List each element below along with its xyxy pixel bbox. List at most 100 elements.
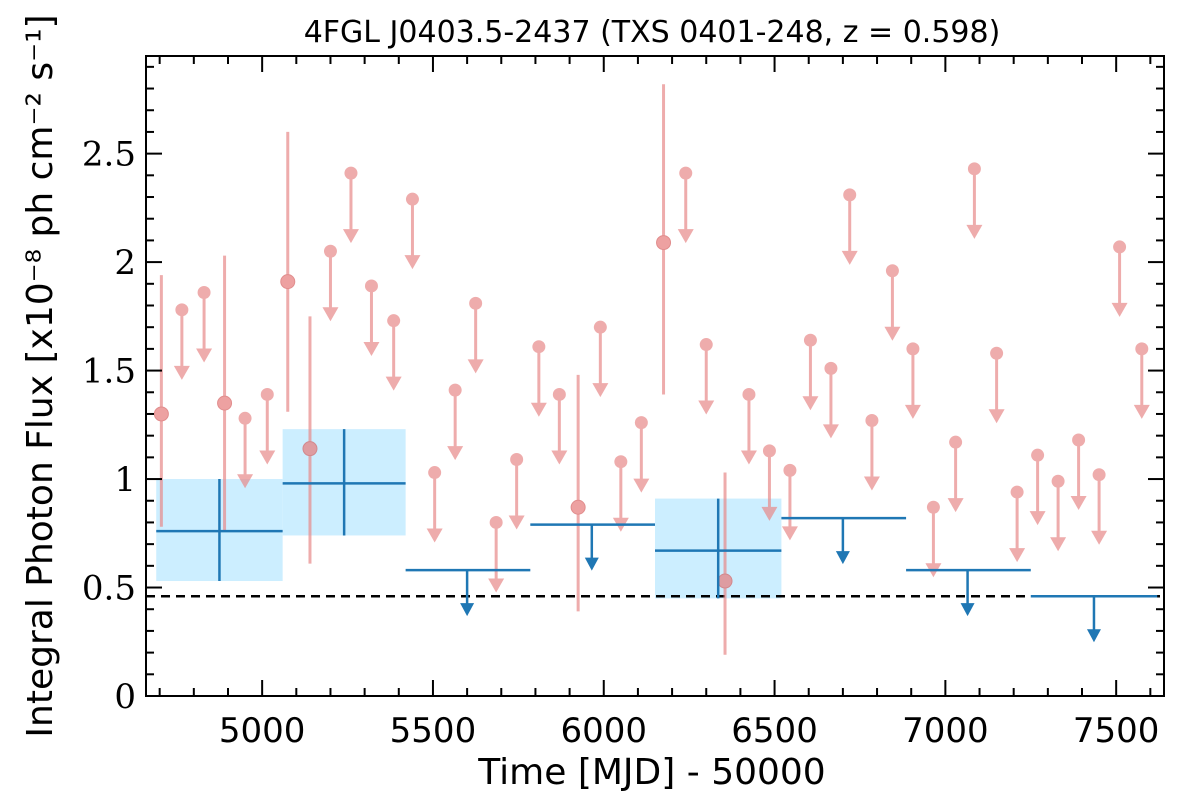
short-bin-detections: [153, 84, 733, 655]
short-detection-0: [153, 275, 169, 527]
upper-limit-marker: [762, 444, 776, 458]
x-tick-label: 5500: [390, 711, 477, 751]
upper-limit-marker: [926, 500, 940, 514]
upper-limit-arrowhead: [259, 450, 276, 465]
upper-limit-arrowhead: [196, 348, 213, 363]
detection-marker: [153, 406, 169, 422]
upper-limit-marker: [803, 333, 817, 347]
plot-area: [146, 84, 1164, 655]
short-upper-limit-16: [592, 320, 609, 398]
upper-limit-marker: [1072, 433, 1086, 447]
long-upper-limit-arrowhead: [960, 603, 975, 617]
y-tick-label: 0.5: [82, 569, 136, 609]
upper-limit-arrowhead: [966, 224, 983, 239]
x-tick-label: 7000: [902, 711, 989, 751]
upper-limit-arrowhead: [761, 506, 778, 521]
short-upper-limit-31: [947, 435, 964, 513]
long-upper-limit-arrowhead: [1086, 629, 1101, 643]
upper-limit-marker: [699, 338, 713, 352]
short-upper-limit-11: [467, 296, 484, 374]
short-upper-limit-19: [677, 166, 694, 244]
upper-limit-arrowhead: [740, 450, 757, 465]
upper-limit-marker: [634, 416, 648, 430]
upper-limit-marker: [448, 383, 462, 397]
upper-limit-arrowhead: [633, 478, 650, 493]
short-upper-limit-17: [612, 455, 629, 532]
upper-limit-arrowhead: [802, 396, 819, 411]
short-upper-limit-14: [530, 340, 547, 417]
upper-limit-marker: [175, 303, 189, 317]
upper-limit-marker: [906, 342, 920, 356]
short-upper-limit-2: [237, 411, 254, 489]
short-upper-limit-0: [173, 303, 190, 380]
y-tick-label: 0: [114, 677, 136, 717]
upper-limit-marker: [742, 387, 756, 401]
upper-limit-marker: [387, 314, 401, 328]
short-detection-1: [217, 255, 233, 532]
upper-limit-marker: [783, 463, 797, 477]
upper-limit-arrowhead: [530, 402, 547, 417]
x-tick-label: 6500: [731, 711, 818, 751]
y-tick-label: 1.5: [82, 352, 136, 392]
short-upper-limit-21: [740, 387, 757, 465]
short-upper-limit-1: [196, 285, 213, 363]
detection-marker: [280, 274, 296, 290]
short-upper-limit-33: [988, 346, 1005, 424]
upper-limit-marker: [364, 279, 378, 293]
upper-limit-marker: [865, 413, 879, 427]
x-tick-label: 7500: [1073, 711, 1160, 751]
upper-limit-arrowhead: [947, 498, 964, 513]
detection-marker: [717, 573, 733, 589]
upper-limit-arrowhead: [781, 526, 798, 541]
upper-limit-arrowhead: [508, 515, 525, 530]
short-upper-limit-40: [1133, 342, 1150, 419]
long-upper-limit-arrowhead: [584, 557, 599, 571]
upper-limit-marker: [843, 188, 857, 202]
short-upper-limit-28: [884, 264, 901, 341]
short-upper-limit-38: [1091, 468, 1108, 545]
upper-limit-arrowhead: [1050, 537, 1067, 552]
upper-limit-arrowhead: [551, 450, 568, 465]
upper-limit-marker: [1010, 485, 1024, 499]
long-upper-limit-4: [1030, 594, 1158, 643]
upper-limit-marker: [990, 346, 1004, 360]
upper-limit-marker: [824, 361, 838, 375]
short-upper-limit-9: [426, 466, 443, 543]
upper-limit-marker: [260, 387, 274, 401]
upper-limit-marker: [552, 387, 566, 401]
upper-limit-arrowhead: [173, 365, 190, 380]
upper-limit-arrowhead: [447, 446, 464, 461]
short-upper-limit-25: [822, 361, 839, 439]
upper-limit-marker: [1092, 468, 1106, 482]
upper-limit-arrowhead: [822, 424, 839, 439]
short-upper-limit-8: [404, 192, 421, 270]
upper-limit-marker: [1051, 474, 1065, 488]
upper-limit-arrowhead: [592, 383, 609, 398]
short-upper-limit-30: [925, 500, 942, 578]
short-upper-limit-26: [841, 188, 858, 265]
upper-limit-arrowhead: [426, 528, 443, 543]
upper-limit-arrowhead: [322, 307, 339, 322]
short-upper-limit-27: [863, 413, 880, 491]
short-upper-limit-10: [447, 383, 464, 461]
long-upper-limit-0: [405, 568, 531, 617]
upper-limit-marker: [469, 296, 483, 310]
upper-limit-marker: [510, 453, 524, 467]
detection-marker: [217, 395, 233, 411]
upper-limit-marker: [1113, 240, 1127, 254]
upper-limit-marker: [532, 340, 546, 354]
short-upper-limit-29: [904, 342, 921, 419]
upper-limit-arrowhead: [488, 578, 505, 593]
short-upper-limit-22: [761, 444, 778, 521]
upper-limit-arrowhead: [884, 326, 901, 341]
upper-limit-arrowhead: [1009, 548, 1026, 563]
detection-marker: [570, 499, 586, 515]
short-upper-limit-3: [259, 387, 276, 465]
upper-limit-marker: [949, 435, 963, 449]
upper-limit-arrowhead: [342, 229, 359, 244]
short-upper-limit-39: [1111, 240, 1128, 317]
short-upper-limit-12: [488, 515, 505, 593]
detection-marker: [302, 441, 318, 457]
upper-limit-arrowhead: [698, 400, 715, 415]
upper-limit-marker: [593, 320, 607, 334]
